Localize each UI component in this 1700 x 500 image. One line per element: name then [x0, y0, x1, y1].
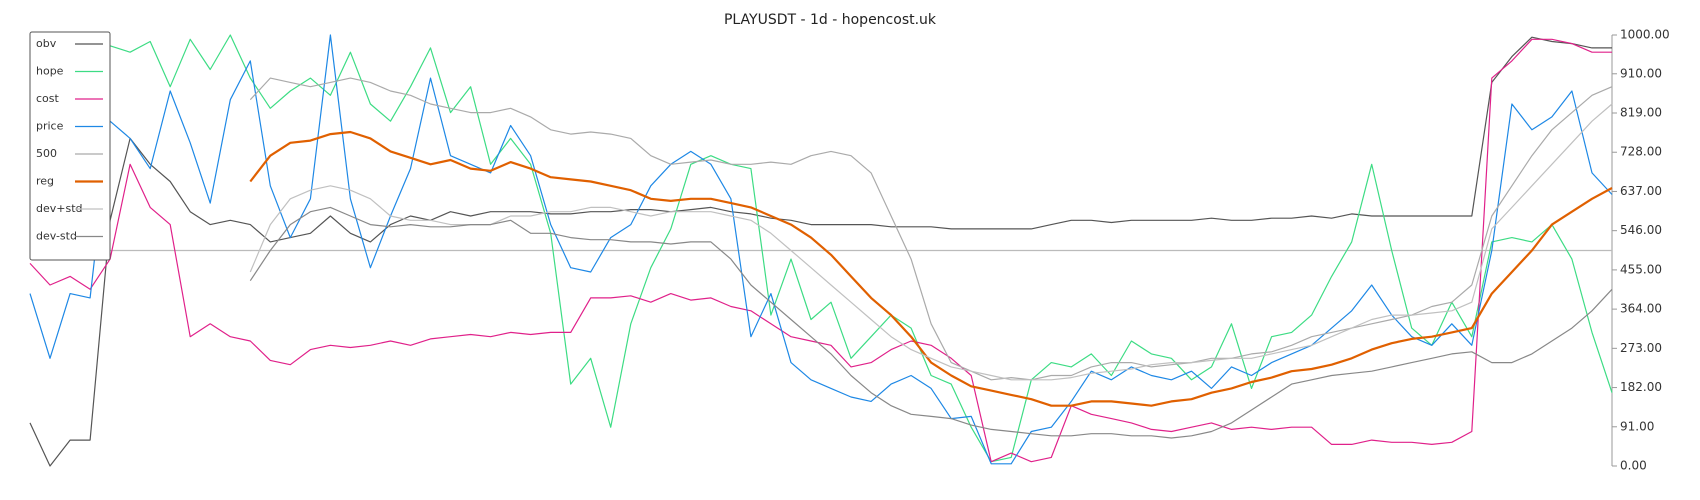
y-tick-label: 819.00 [1620, 106, 1662, 120]
y-tick-label: 546.00 [1620, 223, 1662, 237]
legend-box [29, 31, 111, 261]
series-line [29, 38, 1612, 463]
legend-label: 500 [36, 147, 57, 160]
y-tick-label: 1000.00 [1620, 28, 1670, 42]
y-tick-label: 182.00 [1620, 380, 1662, 394]
series-line [249, 206, 1613, 439]
series-line [30, 34, 1613, 463]
legend-label: dev-std [36, 230, 77, 243]
series-line [29, 36, 1612, 467]
series-line [249, 130, 1613, 407]
legend-label: obv [36, 37, 57, 50]
y-tick-label: 364.00 [1620, 302, 1662, 316]
series-line [29, 34, 1613, 465]
y-tick-label: 273.00 [1620, 341, 1662, 355]
legend-label: reg [36, 175, 54, 188]
series-line [249, 77, 1613, 381]
y-tick-label: 455.00 [1620, 262, 1662, 276]
y-tick-label: 637.00 [1620, 184, 1662, 198]
legend-label: hope [36, 65, 64, 78]
y-tick-label: 0.00 [1620, 459, 1647, 473]
chart-title: PLAYUSDT - 1d - hopencost.uk [724, 12, 937, 28]
legend-label: price [36, 120, 64, 133]
legend-label: cost [36, 92, 60, 105]
y-tick-label: 910.00 [1620, 66, 1662, 80]
series-line [249, 103, 1613, 381]
legend-label: dev+std [36, 202, 83, 215]
y-tick-label: 91.00 [1620, 419, 1654, 433]
y-tick-label: 728.00 [1620, 145, 1662, 159]
